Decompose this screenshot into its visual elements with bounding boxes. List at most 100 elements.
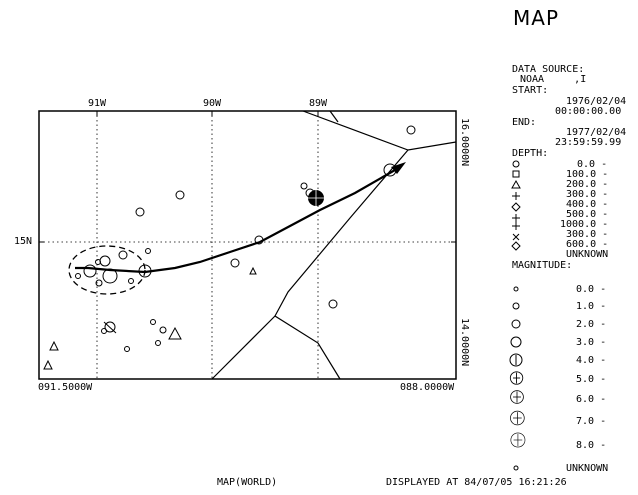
magnitude-row: 1.0 - [506,298,630,314]
data-source-value: NOAA ,I [520,74,587,85]
magnitude-row: 7.0 - [506,410,630,429]
epicenter [135,207,145,217]
bottom-left-coord: 091.5000W [38,382,93,393]
depth-value-4: 400.0 - [566,199,609,210]
triangle-marker [168,326,182,340]
magnitude-symbol-icon [513,465,519,471]
epicenter [83,264,97,278]
depth-label: DEPTH: [512,148,549,159]
epicenter [75,273,81,279]
triangle-marker [49,340,59,351]
frame-ticks [39,111,456,243]
magnitude-row: 6.0 - [506,390,630,407]
epicenter [230,258,240,268]
magnitude-value: UNKNOWN [566,463,609,474]
epicenter [95,279,103,287]
depth-square-icon [512,170,520,178]
major-epicenter [306,188,326,208]
magnitude-label: MAGNITUDE: [512,260,573,271]
magnitude-value: 0.0 - [576,284,607,295]
epicenter [118,250,128,260]
depth-value-2: 200.0 - [566,179,609,190]
depth-arrow-icon [512,214,520,222]
epicenter [102,268,118,284]
top-tick-91w: 91W [88,98,107,109]
right-tick-16n: 16.0000N [459,118,470,167]
depth-triangle-icon [511,179,521,189]
magnitude-symbol-icon [512,302,520,310]
magnitude-row: 8.0 - [506,432,630,453]
graticule [39,111,456,379]
cluster-ellipse [68,245,146,295]
map-projection-label: MAP(WORLD) [217,477,278,488]
epicenter [383,163,397,177]
depth-x-icon [512,233,520,241]
epicenter [175,190,185,200]
epicenter [159,326,167,334]
triangle-marker [249,266,257,275]
magnitude-symbol-icon [510,410,525,426]
depth-value-7: 300.0 - [566,229,609,240]
depth-value-9: UNKNOWN [566,249,609,260]
epicenter [104,321,116,333]
epicenter [406,125,416,135]
depth-diamond-x-icon [511,241,521,251]
magnitude-value: 4.0 - [576,355,607,366]
depth-diamond-icon [511,202,521,212]
magnitude-row: 3.0 - [506,334,630,350]
end-date: 1977/02/04 [566,127,627,138]
triangle-markers [43,266,257,370]
magnitude-row: 2.0 - [506,316,630,332]
epicenter [101,328,107,334]
magnitude-row: UNKNOWN [506,460,630,476]
right-tick-14n: 14.0000N [459,318,470,367]
border-line [329,110,339,123]
epicenter [124,346,130,352]
start-label: START: [512,85,549,96]
epicenter [103,321,117,334]
triangle-marker [43,359,53,370]
depth-value-3: 300.0 - [566,189,609,200]
depth-value-0: 0.0 - [577,159,608,170]
start-date: 1976/02/04 [566,96,627,107]
epicenter [155,340,161,346]
magnitude-value: 5.0 - [576,374,607,385]
map-title: MAP [513,6,559,30]
top-tick-90w: 90W [203,98,222,109]
magnitude-symbol-icon [510,390,524,404]
magnitude-symbol-icon [510,432,526,448]
top-tick-89w: 89W [309,98,328,109]
magnitude-value: 2.0 - [576,319,607,330]
magnitude-value: 1.0 - [576,301,607,312]
depth-circle-icon [512,160,520,168]
magnitude-symbol-icon [509,371,524,385]
end-label: END: [512,117,537,128]
country-borders [211,110,457,380]
depth-value-8: 600.0 - [566,239,609,250]
bottom-right-coord: 088.0000W [400,382,455,393]
magnitude-value: 6.0 - [576,394,607,405]
magnitude-value: 7.0 - [576,416,607,427]
magnitude-row: 0.0 - [506,281,630,297]
displayed-timestamp: DISPLAYED AT 84/07/05 16:21:26 [386,477,567,488]
magnitude-value: 3.0 - [576,337,607,348]
epicenter [150,319,156,325]
depth-value-5: 500.0 - [566,209,609,220]
epicenter [95,259,101,265]
magnitude-symbol-icon [513,286,519,292]
epicenter [138,264,152,278]
data-source-label: DATA SOURCE: [512,64,585,75]
lat-label-15n: 15N [14,236,33,247]
magnitude-symbol-icon [510,336,522,348]
depth-value-6: 1000.0 - [560,219,609,230]
magnitude-value: 8.0 - [576,440,607,451]
magnitude-row: 4.0 - [506,352,630,368]
epicenter [128,278,134,284]
start-time: 00:00:00.00 [555,106,622,117]
border-line [274,149,409,380]
fault-arrowhead [391,162,406,174]
magnitude-symbol-icon [509,353,523,367]
depth-plus-icon-2 [512,222,520,230]
